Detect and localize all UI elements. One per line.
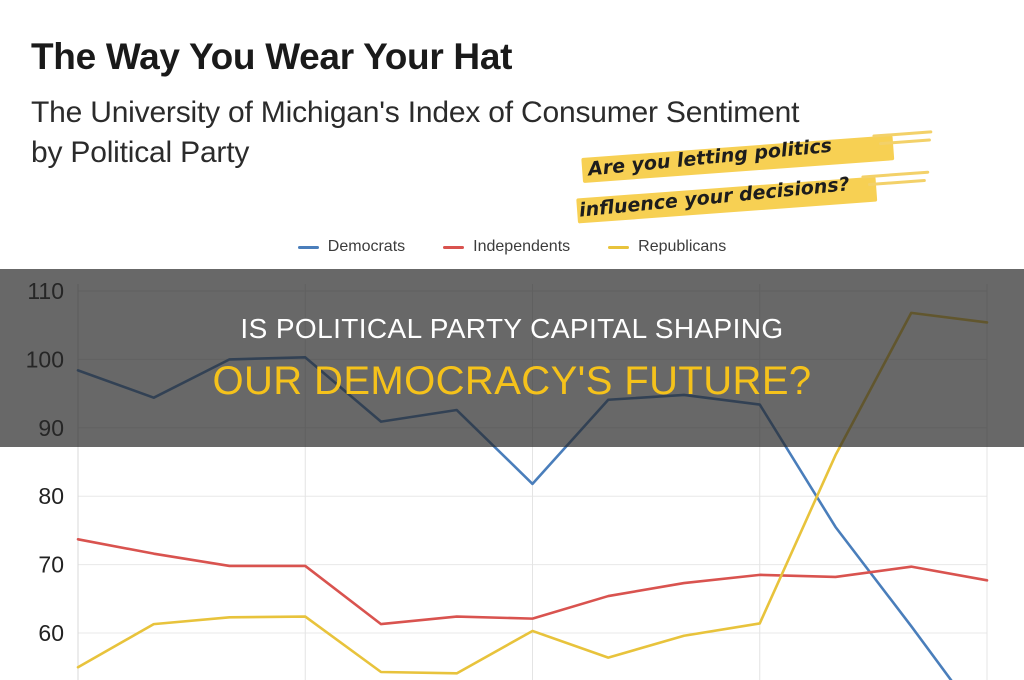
y-axis-tick-label: 70 [38,552,64,578]
legend-item-republicans[interactable]: Republicans [608,238,726,256]
line-chart-svg: 60 70 80 90 100 110 [26,278,989,680]
highlighter-tail-icon [867,178,926,187]
chart-header: The Way You Wear Your Hat The University… [0,0,1024,268]
page-title: The Way You Wear Your Hat [31,36,513,77]
highlighter-tail-icon [872,130,933,138]
line-swatch-icon [443,245,465,249]
legend-item-label: Democrats [327,238,406,255]
legend-item-label: Republicans [638,238,727,255]
y-axis-tick-label: 110 [27,278,64,304]
chart-y-axis-ticks: 60 70 80 90 100 110 [26,278,64,646]
series-line-republicans [76,311,989,675]
page-subtitle: The University of Michigan's Index of Co… [31,96,800,169]
y-axis-tick-label: 90 [38,415,64,441]
line-swatch-icon [297,245,319,249]
legend-item-democrats[interactable]: Democrats [297,238,406,256]
y-axis-tick-label: 100 [26,346,64,372]
series-line-independents [76,537,989,626]
highlighter-tail-icon [861,170,930,179]
y-axis-tick-label: 80 [38,483,64,509]
annotation-line-2: influence your decisions? [578,173,851,222]
legend-item-independents[interactable]: Independents [443,238,570,256]
legend-item-label: Independents [473,238,571,255]
y-axis-tick-label: 60 [38,620,64,646]
chart-plot-area: 60 70 80 90 100 110 [0,268,1024,680]
line-swatch-icon [608,245,630,249]
chart-legend: Democrats Independents Republicans [0,234,1024,260]
